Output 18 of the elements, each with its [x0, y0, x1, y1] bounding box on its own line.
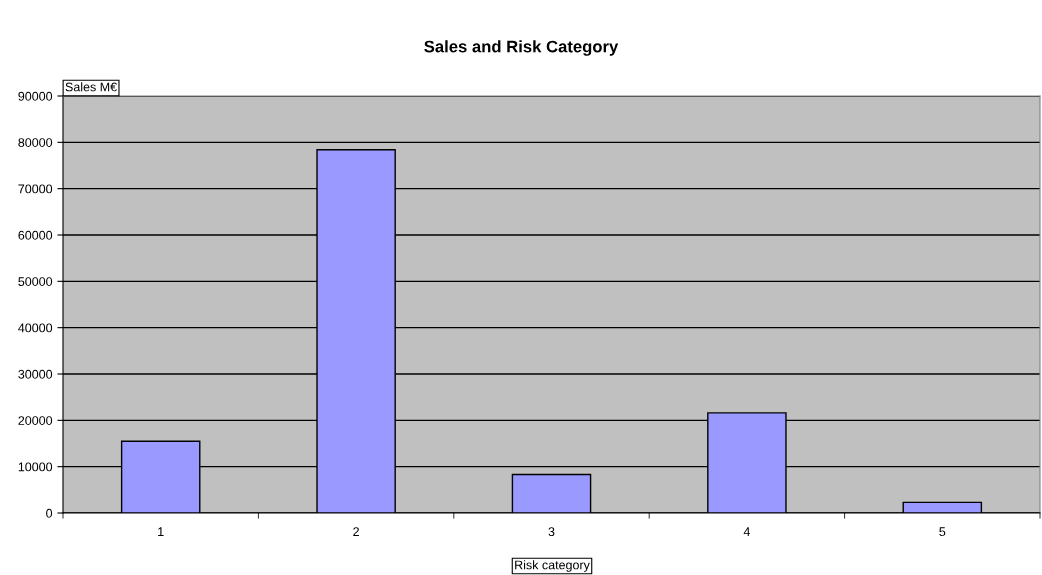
y-tick-label: 90000: [18, 91, 53, 101]
y-tick-label: 70000: [18, 184, 53, 194]
x-tick-label: 2: [353, 527, 359, 536]
x-tick-label: 5: [939, 527, 946, 537]
x-tick-label: 4: [743, 527, 751, 536]
x-tick-label: 1: [158, 527, 164, 536]
y-tick-label: 0: [46, 508, 53, 518]
y-axis-title: Sales M€: [65, 82, 117, 92]
y-tick-label: 40000: [18, 323, 53, 333]
y-tick-label: 50000: [18, 277, 53, 286]
y-tick-label: 80000: [18, 138, 53, 147]
y-tick-label: 20000: [18, 416, 53, 425]
chart-title: Sales and Risk Category: [424, 40, 619, 56]
x-tick-label: 3: [548, 527, 555, 537]
y-tick-label: 60000: [18, 230, 53, 240]
y-tick-label: 30000: [18, 369, 53, 379]
x-axis-title: Risk category: [515, 560, 590, 572]
y-tick-label: 10000: [18, 462, 53, 472]
